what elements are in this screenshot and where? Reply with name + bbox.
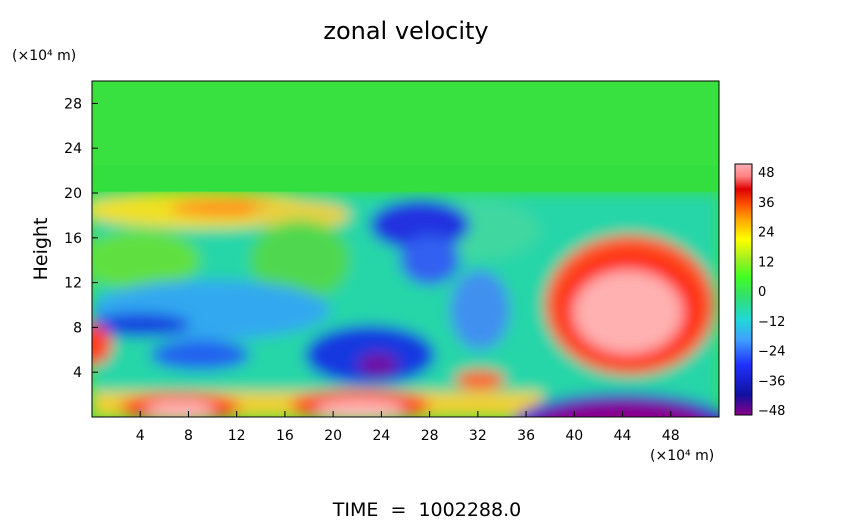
x-tick-label: 8 (184, 428, 193, 444)
time-label: TIME = 1002288.0 (332, 499, 521, 519)
y-axis-unit: (×10⁴ m) (12, 48, 76, 64)
y-tick-label: 16 (64, 231, 82, 247)
heatmap-field (92, 81, 719, 417)
x-tick-label: 32 (469, 428, 487, 444)
colorbar-tick-label: 0 (758, 285, 766, 300)
x-tick-label: 44 (614, 428, 632, 444)
colorbar-tick-label: −48 (758, 404, 785, 419)
colorbar-tick-label: 24 (758, 226, 775, 241)
y-tick-label: 4 (73, 365, 82, 381)
y-tick-label: 8 (73, 320, 82, 336)
colorbar-tick-label: −12 (758, 315, 785, 330)
x-tick-label: 40 (565, 428, 583, 444)
x-tick-label: 4 (136, 428, 145, 444)
y-tick-label: 28 (64, 96, 82, 112)
y-tick-label: 24 (64, 141, 82, 157)
x-ticks: 4 8 12 16 20 24 28 32 36 40 44 48 (136, 411, 680, 444)
x-tick-label: 48 (662, 428, 680, 444)
x-tick-label: 20 (324, 428, 342, 444)
colorbar (734, 163, 753, 416)
y-tick-label: 20 (64, 186, 82, 202)
x-axis-unit: (×10⁴ m) (650, 448, 714, 464)
x-tick-label: 12 (228, 428, 246, 444)
y-tick-label: 12 (64, 276, 82, 292)
colorbar-tick-label: 36 (758, 196, 775, 211)
colorbar-ticks: 48 36 24 12 0 −12 −24 −36 −48 (758, 166, 785, 419)
colorbar-tick-label: −36 (758, 374, 785, 389)
y-ticks: 4 8 12 16 20 24 28 (64, 96, 98, 381)
x-tick-label: 24 (372, 428, 390, 444)
colorbar-tick-label: 48 (758, 166, 775, 181)
colorbar-tick-label: 12 (758, 255, 775, 270)
y-axis-label: Height (30, 218, 52, 281)
plot-frame (91, 80, 720, 418)
colorbar-tick-label: −24 (758, 345, 785, 360)
chart-title: zonal velocity (323, 17, 488, 45)
x-tick-label: 16 (276, 428, 294, 444)
x-tick-label: 36 (517, 428, 535, 444)
x-tick-label: 28 (421, 428, 439, 444)
